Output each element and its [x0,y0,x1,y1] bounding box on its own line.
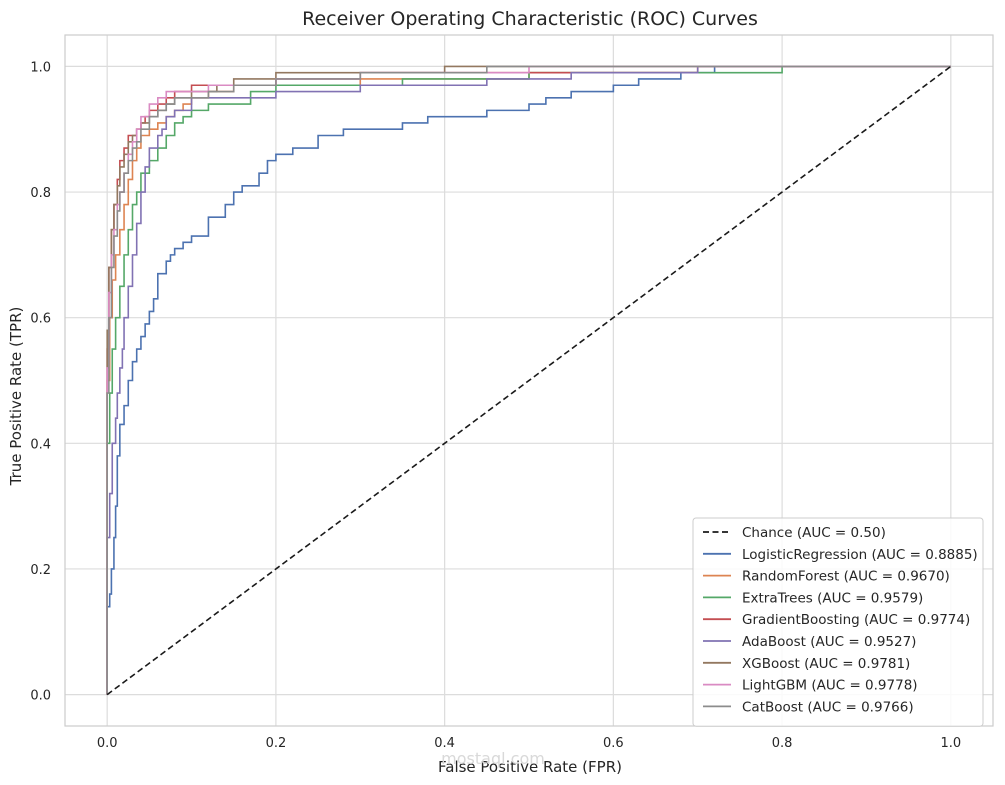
x-axis-ticks: 0.0 0.2 0.4 0.6 0.8 1.0 [97,736,961,751]
legend-box [692,517,984,727]
y-tick-label: 1.0 [30,60,51,75]
legend-label-gradientboosting: GradientBoosting (AUC = 0.9774) [742,612,970,628]
y-axis-ticks: 0.0 0.2 0.4 0.6 0.8 1.0 [30,60,51,703]
x-tick-label: 0.0 [97,736,118,751]
y-tick-label: 0.2 [30,563,51,578]
legend-label-adaboost: AdaBoost (AUC = 0.9527) [742,634,916,650]
grid-lines [65,35,993,726]
legend-label-logisticregression: LogisticRegression (AUC = 0.8885) [742,547,978,563]
series-line-logisticregression [106,65,951,695]
legend-label-catboost: CatBoost (AUC = 0.9766) [742,699,914,715]
y-tick-label: 0.8 [30,186,51,201]
x-tick-label: 1.0 [940,736,961,751]
x-tick-label: 0.4 [434,736,455,751]
x-tick-label: 0.2 [266,736,287,751]
y-tick-label: 0.0 [30,689,51,704]
legend-label-xgboost: XGBoost (AUC = 0.9781) [742,656,910,672]
series-lines [106,65,952,696]
series-line-catboost [106,65,951,695]
legend-label-lightgbm: LightGBM (AUC = 0.9778) [742,678,918,694]
legend-label-chance: Chance (AUC = 0.50) [742,525,886,541]
x-axis-label: False Positive Rate (FPR) [438,758,622,776]
chart-title: Receiver Operating Characteristic (ROC) … [302,8,758,30]
legend-label-extratrees: ExtraTrees (AUC = 0.9579) [742,590,923,606]
series-line-extratrees [106,65,951,695]
x-tick-label: 0.6 [603,736,624,751]
x-tick-label: 0.8 [772,736,793,751]
y-tick-label: 0.6 [30,312,51,327]
series-line-chance [106,65,952,696]
series-line-xgboost [106,65,951,695]
plot-frame [64,34,994,727]
y-axis-label: True Positive Rate (TPR) [7,307,25,487]
watermark-text: mostaql.com [441,749,545,768]
y-tick-label: 0.4 [30,437,51,452]
legend: Chance (AUC = 0.50) LogisticRegression (A… [692,517,984,727]
series-line-adaboost [106,65,951,695]
legend-label-randomforest: RandomForest (AUC = 0.9670) [742,569,950,585]
plot-area [64,34,994,727]
